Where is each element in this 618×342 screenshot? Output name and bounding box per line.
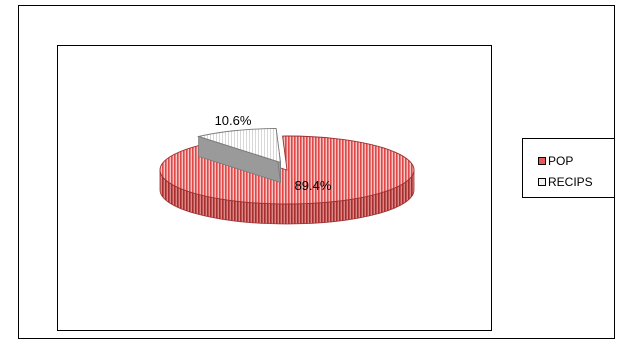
pie-slices xyxy=(159,128,415,225)
plot-area xyxy=(57,45,492,331)
data-label-pop: 89.4% xyxy=(295,178,332,193)
legend-item-recips: RECIPS xyxy=(538,175,593,189)
slice-recips xyxy=(196,128,282,164)
slice-pop xyxy=(159,135,415,205)
legend-swatch-pop xyxy=(538,157,546,165)
legend-label-pop: POP xyxy=(548,154,574,168)
legend-item-pop: POP xyxy=(538,154,573,168)
legend-label-recips: RECIPS xyxy=(548,175,593,189)
legend: POP RECIPS xyxy=(522,138,615,198)
chart-area xyxy=(18,5,615,339)
legend-swatch-recips xyxy=(538,178,546,186)
data-label-recips: 10.6% xyxy=(215,113,252,128)
